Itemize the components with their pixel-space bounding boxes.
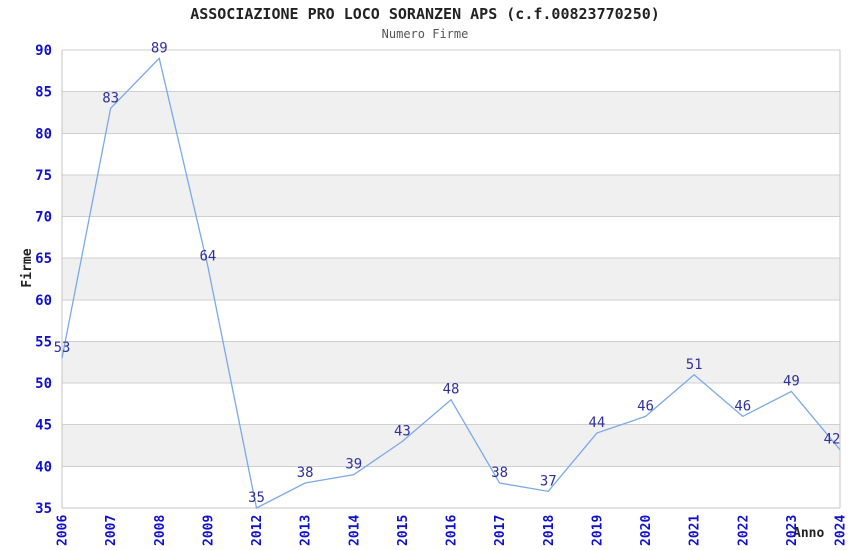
data-label: 38 [297,465,314,481]
x-tick-label: 2020 [639,515,654,546]
data-label: 83 [102,90,119,106]
x-tick-label: 2007 [104,515,119,546]
data-label: 49 [783,373,800,389]
data-label: 46 [637,398,654,414]
chart-title: ASSOCIAZIONE PRO LOCO SORANZEN APS (c.f.… [190,5,660,23]
data-label: 43 [394,423,411,439]
band-fill [62,424,840,467]
x-tick-label: 2008 [153,515,168,546]
data-label: 51 [686,357,703,373]
band-fill [62,91,840,134]
chart-subtitle: Numero Firme [381,27,469,41]
y-tick-label: 35 [35,501,52,517]
band-fill [62,341,840,384]
y-tick-label: 60 [35,293,52,309]
band-fill [62,258,840,300]
x-tick-label: 2015 [396,515,411,546]
x-tick-label: 2016 [445,515,460,546]
data-label: 39 [345,457,362,473]
data-label: 53 [54,340,71,356]
x-axis-title: Anno [793,526,825,541]
band-fill [62,174,840,217]
data-label: 89 [151,40,168,56]
x-tick-label: 2021 [688,515,703,546]
data-label: 38 [491,465,508,481]
data-label: 44 [588,415,605,431]
y-tick-label: 90 [35,43,52,59]
data-label: 64 [199,249,216,265]
x-tick-label: 2013 [299,515,314,546]
x-tick-label: 2019 [590,515,605,546]
data-label: 37 [540,473,557,489]
data-line [61,57,841,509]
y-tick-label: 40 [35,459,52,475]
y-tick-label: 80 [35,126,52,142]
y-tick-label: 70 [35,210,52,226]
y-tick-label: 75 [35,168,52,184]
x-tick-label: 2006 [56,515,71,546]
x-tick-label: 2009 [201,515,216,546]
data-label: 42 [824,432,841,448]
y-tick-label: 55 [35,334,52,350]
y-tick-label: 45 [35,418,52,434]
x-tick-label: 2022 [736,515,751,546]
x-tick-label: 2024 [834,515,849,546]
x-tick-label: 2012 [250,515,265,546]
data-label: 48 [443,382,460,398]
x-tick-label: 2023 [785,515,800,546]
data-label: 46 [734,398,751,414]
x-tick-label: 2017 [493,515,508,546]
y-tick-label: 65 [35,251,52,267]
x-tick-label: 2014 [347,515,362,546]
y-tick-label: 85 [35,85,52,101]
data-label: 35 [248,490,265,506]
x-tick-label: 2018 [542,515,557,546]
y-tick-label: 50 [35,376,52,392]
